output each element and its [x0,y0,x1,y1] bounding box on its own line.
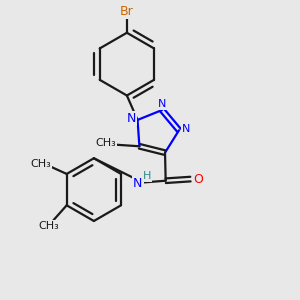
Text: CH₃: CH₃ [38,221,59,231]
Text: CH₃: CH₃ [30,159,51,169]
Text: Br: Br [120,5,134,18]
Text: N: N [158,99,166,109]
Text: CH₃: CH₃ [95,138,116,148]
Text: N: N [133,176,142,190]
Text: N: N [126,112,136,125]
Text: N: N [182,124,190,134]
Text: O: O [193,172,202,186]
Text: H: H [143,171,151,181]
